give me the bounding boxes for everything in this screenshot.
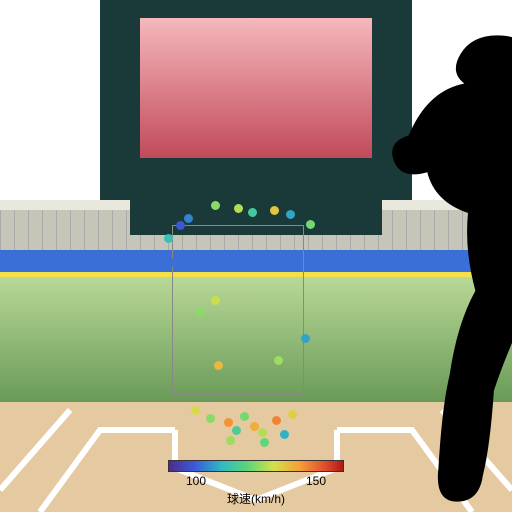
pitch-dot (164, 234, 173, 243)
pitch-dot (224, 418, 233, 427)
speed-legend: 100150 球速(km/h) (168, 460, 344, 507)
pitch-dot (301, 334, 310, 343)
pitch-dot (206, 414, 215, 423)
pitch-dot (226, 436, 235, 445)
pitch-dot (214, 361, 223, 370)
pitch-dot (184, 214, 193, 223)
legend-ticks: 100150 (168, 474, 344, 488)
pitch-dot (191, 406, 200, 415)
pitch-dot (270, 206, 279, 215)
pitch-dot (250, 422, 259, 431)
pitch-dot (280, 430, 289, 439)
pitch-dot (176, 221, 185, 230)
pitch-dot (248, 208, 257, 217)
pitch-dot (274, 356, 283, 365)
legend-tick: 100 (186, 474, 206, 488)
pitch-dot (211, 296, 220, 305)
pitch-dot (286, 210, 295, 219)
pitch-dot (232, 426, 241, 435)
pitch-dot (196, 308, 205, 317)
pitch-dot (260, 438, 269, 447)
strike-zone (172, 225, 304, 395)
legend-title: 球速(km/h) (168, 490, 344, 507)
pitch-dot (258, 428, 267, 437)
pitch-dot (288, 410, 297, 419)
pitch-dot (170, 258, 179, 267)
pitch-dot (272, 416, 281, 425)
legend-colorbar (168, 460, 344, 472)
pitch-dot (240, 412, 249, 421)
batter-silhouette (320, 28, 512, 509)
pitch-dot (211, 201, 220, 210)
pitch-dot (234, 204, 243, 213)
pitch-dot (306, 220, 315, 229)
